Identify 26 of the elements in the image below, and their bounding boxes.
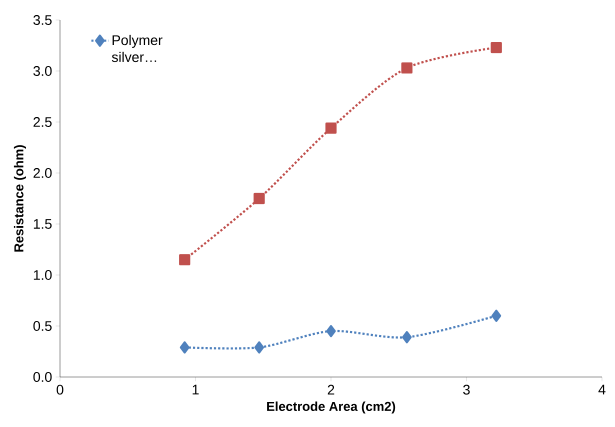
point: [179, 254, 190, 266]
x-axis-title: Electrode Area (cm2): [267, 401, 396, 414]
point: [180, 341, 190, 354]
y-tick-label: 2.5: [34, 117, 52, 127]
point: [254, 192, 265, 204]
x-tick-label: 3: [463, 384, 470, 395]
y-tick-label: 2.0: [34, 168, 52, 178]
y-tick-label: 3.0: [33, 66, 52, 76]
y-tick-label: 3.5: [33, 15, 52, 25]
y-tick-label: 0.5: [33, 321, 52, 331]
x-tick-label: 0: [56, 384, 64, 395]
x-tick-label: 2: [328, 384, 334, 395]
point: [491, 310, 502, 322]
y-tick-label: 1.0: [34, 270, 52, 280]
x-tick-label: 1: [192, 384, 199, 394]
point: [325, 122, 337, 134]
legend-label: Polymer silver…: [112, 34, 162, 62]
point: [490, 42, 502, 54]
point: [401, 62, 412, 74]
y-tick-label: 0.0: [33, 372, 52, 382]
point: [402, 331, 412, 344]
y-axis-title: Resistance (ohm): [14, 145, 26, 252]
y-tick-label: 1.5: [34, 219, 52, 229]
point: [326, 325, 336, 338]
x-tick-label: 4: [598, 384, 606, 394]
point: [254, 341, 264, 354]
